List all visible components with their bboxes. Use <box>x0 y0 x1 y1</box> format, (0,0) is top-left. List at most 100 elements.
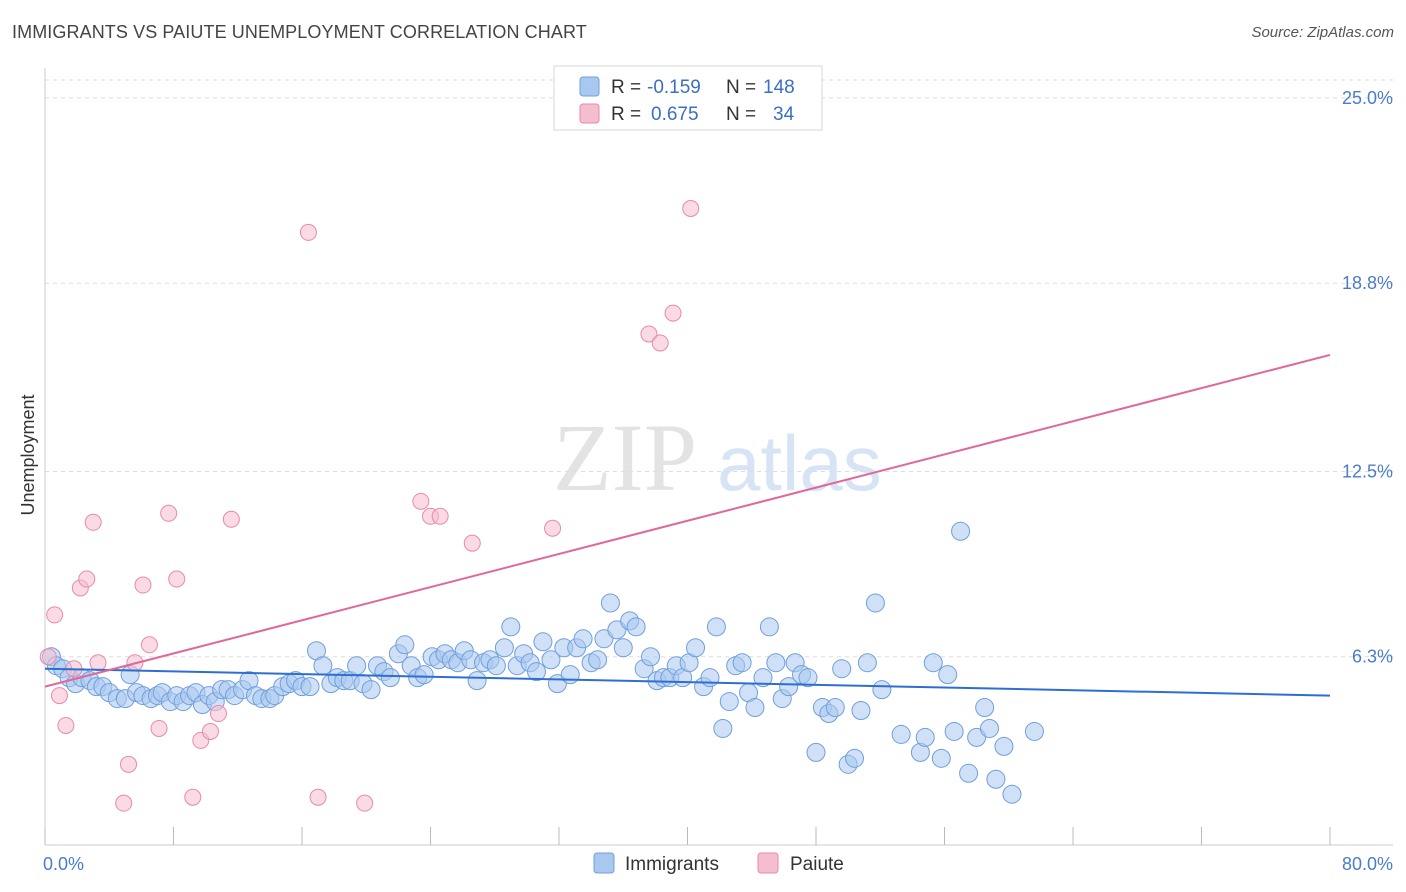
paiute-point <box>309 788 327 806</box>
watermark-zip: ZIP <box>553 404 697 511</box>
immigrants-point <box>759 617 779 637</box>
paiute-point <box>50 687 68 705</box>
immigrants-point <box>1024 721 1044 741</box>
chart-title: IMMIGRANTS VS PAIUTE UNEMPLOYMENT CORREL… <box>12 22 587 42</box>
immigrants-point <box>467 671 487 691</box>
bottom-legend-label-paiute: Paiute <box>790 854 844 875</box>
immigrants-point <box>533 632 553 652</box>
legend-r-label-paiute: R = <box>611 104 641 125</box>
paiute-point <box>431 507 449 525</box>
paiute-point <box>544 519 562 537</box>
paiute-point <box>299 223 317 241</box>
paiute-point <box>84 513 102 531</box>
immigrants-point <box>745 698 765 718</box>
immigrants-point <box>766 653 786 673</box>
axes <box>44 68 1393 846</box>
trend-lines <box>44 353 1331 697</box>
immigrants-point <box>806 742 826 762</box>
y-tick-label: 18.8% <box>1342 273 1393 293</box>
x-tick-label-min: 0.0% <box>43 854 84 874</box>
paiute-point <box>115 794 133 812</box>
immigrants-point <box>686 638 706 658</box>
paiute-points <box>39 199 700 812</box>
paiute-point <box>222 510 240 528</box>
immigrants-point <box>395 635 415 655</box>
immigrants-point <box>986 769 1006 789</box>
immigrants-point <box>486 656 506 676</box>
paiute-point <box>46 606 64 624</box>
immigrants-point <box>700 668 720 688</box>
immigrants-point <box>541 650 561 670</box>
paiute-point <box>664 304 682 322</box>
immigrants-point <box>313 656 333 676</box>
immigrants-point <box>494 638 514 658</box>
immigrants-point <box>915 727 935 747</box>
immigrants-point <box>361 680 381 700</box>
legend-n-value-paiute: 34 <box>773 104 795 125</box>
immigrants-point <box>798 668 818 688</box>
immigrants-point <box>951 521 971 541</box>
immigrants-point <box>931 748 951 768</box>
paiute-point <box>160 504 178 522</box>
immigrants-point <box>588 650 608 670</box>
immigrants-point <box>779 677 799 697</box>
y-tick-label: 12.5% <box>1342 461 1393 481</box>
y-tick-label: 25.0% <box>1342 88 1393 108</box>
immigrants-point <box>732 653 752 673</box>
immigrants-point <box>845 748 865 768</box>
source-label: Source: ZipAtlas.com <box>1251 24 1394 41</box>
legend: R = -0.159 N = 148 R = 0.675 N = 34 <box>553 65 823 131</box>
immigrants-point <box>573 629 593 649</box>
immigrants-point <box>979 718 999 738</box>
paiute-point <box>209 705 227 723</box>
immigrants-point <box>994 736 1014 756</box>
legend-swatch-immigrants <box>579 76 600 97</box>
legend-r-value-immigrants: -0.159 <box>647 77 701 98</box>
immigrants-point <box>613 638 633 658</box>
immigrants-point <box>832 659 852 679</box>
grid-lines <box>45 79 1393 658</box>
legend-r-value-paiute: 0.675 <box>651 104 699 125</box>
legend-r-label-immigrants: R = <box>611 77 641 98</box>
immigrants-point <box>380 668 400 688</box>
legend-n-value-immigrants: 148 <box>763 77 795 98</box>
paiute-point <box>57 716 75 734</box>
immigrants-point <box>626 617 646 637</box>
legend-swatch-paiute <box>579 103 600 124</box>
immigrants-trend-line <box>44 667 1331 697</box>
immigrants-point <box>975 698 995 718</box>
bottom-legend-swatch-paiute <box>757 852 779 874</box>
paiute-point <box>640 325 658 343</box>
immigrants-point <box>713 718 733 738</box>
immigrants-point <box>865 593 885 613</box>
x-tick-label-max: 80.0% <box>1342 854 1393 874</box>
immigrants-point <box>938 665 958 685</box>
paiute-point <box>150 719 168 737</box>
immigrants-point <box>414 665 434 685</box>
paiute-point <box>356 794 374 812</box>
legend-n-label-paiute: N = <box>726 104 756 125</box>
immigrants-point <box>560 665 580 685</box>
paiute-point <box>140 636 158 654</box>
immigrants-point <box>300 677 320 697</box>
paiute-point <box>682 199 700 217</box>
paiute-point <box>412 492 430 510</box>
immigrants-point <box>872 680 892 700</box>
immigrants-point <box>923 653 943 673</box>
y-tick-label: 6.3% <box>1352 647 1393 667</box>
immigrants-point <box>527 662 547 682</box>
bottom-legend: Immigrants Paiute <box>593 852 844 875</box>
bottom-legend-label-immigrants: Immigrants <box>625 854 719 875</box>
paiute-point <box>120 755 138 773</box>
immigrants-point <box>347 656 367 676</box>
paiute-point <box>184 788 202 806</box>
paiute-point <box>134 576 152 594</box>
y-tick-labels: 6.3% 12.5% 18.8% 25.0% <box>1342 88 1393 667</box>
watermark-atlas: atlas <box>717 419 882 507</box>
immigrants-point <box>600 593 620 613</box>
immigrants-point <box>891 724 911 744</box>
paiute-point <box>201 722 219 740</box>
immigrants-point <box>501 617 521 637</box>
immigrants-point <box>641 647 661 667</box>
